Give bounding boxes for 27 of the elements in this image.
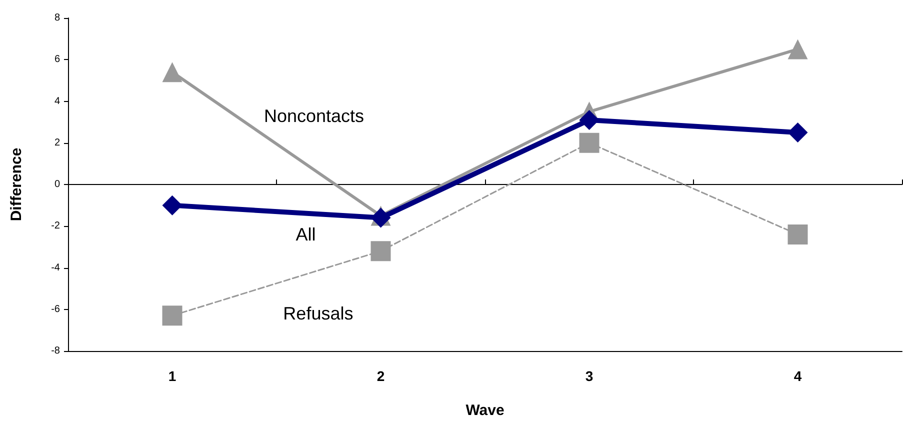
y-tick-label: 8 [54,12,60,24]
point [162,195,182,216]
x-tick-label: 2 [376,368,385,384]
y-axis-title: Difference [8,148,25,222]
point [788,224,808,244]
point [162,306,182,326]
y-tick-label: 6 [54,54,60,66]
point [788,122,808,142]
x-tick-label: 4 [794,368,802,384]
series-label: Refusals [283,304,354,324]
y-tick-label: 0 [54,179,60,190]
y-tick-label: -2 [51,220,60,232]
point [579,110,600,130]
point [579,132,600,153]
y-tick-label: -4 [51,262,60,274]
point [788,39,808,60]
y-tick-label: -6 [51,304,60,315]
point [370,241,391,262]
point [162,62,182,82]
y-tick-label: -8 [51,346,60,356]
x-axis-title: Wave [466,402,504,419]
y-tick-label: 2 [54,137,60,148]
series-label: All [296,224,316,244]
x-tick-label: 1 [168,368,176,384]
x-tick-label: 3 [585,368,594,384]
series-label: Noncontacts [264,106,364,126]
y-tick-label: 4 [54,96,60,107]
